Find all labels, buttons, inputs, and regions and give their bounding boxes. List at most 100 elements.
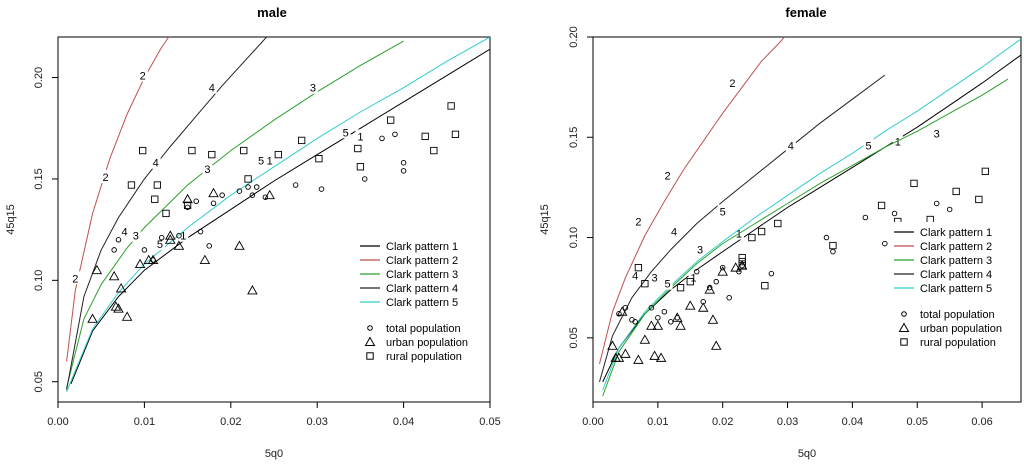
- rural-population-point: [354, 144, 362, 153]
- curve-label-3: 3: [204, 164, 210, 176]
- total-population-point: [830, 248, 836, 255]
- rural-population-point: [748, 233, 756, 242]
- y-tick-label: 0.05: [568, 327, 580, 348]
- total-population-point: [379, 135, 385, 142]
- urban-population-point: [134, 258, 146, 269]
- legend-marker-urban: [364, 336, 376, 346]
- male-chart: male 0.00 0.01 0.02 0.03 0.04 0.05 0.05 0.10 0.15…: [5, 5, 501, 460]
- curve-label-bg: [717, 204, 728, 218]
- x-tick-label: 0.01: [647, 416, 668, 428]
- urban-population-point: [704, 284, 715, 294]
- y-tick-label: 0.05: [33, 371, 45, 392]
- curve-label-5: 5: [157, 239, 163, 251]
- curve-label-2: 2: [72, 273, 78, 285]
- x-axis-label: 5q0: [265, 448, 283, 460]
- series-line-pattern-5: [602, 38, 1021, 391]
- rural-population-point: [641, 280, 649, 288]
- urban-population-point: [655, 352, 667, 362]
- total-population-point: [719, 264, 726, 271]
- legend-label-pattern-3: Clark pattern 3: [920, 255, 992, 267]
- legend-marker-total: [901, 311, 907, 317]
- curve-label-bg: [264, 153, 275, 167]
- total-population-point: [210, 200, 217, 207]
- total-population-point: [891, 210, 898, 217]
- legend-label-triangle: urban population: [920, 323, 1002, 335]
- chart-title: male: [257, 5, 287, 20]
- total-population-point: [713, 278, 719, 285]
- curve-label-5: 5: [258, 156, 264, 168]
- plot-frame: [57, 36, 491, 403]
- y-tick-label: 0.15: [33, 168, 45, 189]
- curve-label-5: 5: [665, 279, 671, 291]
- rural-population-point: [297, 136, 306, 145]
- x-tick-label: 0.01: [134, 416, 155, 428]
- curve-label-5: 5: [720, 206, 726, 218]
- legend: Clark pattern 1 Clark pattern 2 Clark patt…: [356, 236, 484, 384]
- curve-label-bg: [662, 168, 673, 182]
- urban-population-point: [182, 193, 193, 204]
- legend-label-square: rural population: [386, 351, 462, 363]
- y-axis-label: 45q15: [5, 204, 17, 235]
- legend-label-triangle: urban population: [386, 337, 468, 349]
- legend-label-pattern-5: Clark pattern 5: [386, 297, 458, 309]
- y-tick-label: 0.10: [33, 270, 45, 291]
- rural-population-point: [774, 219, 782, 228]
- curve-label-2: 2: [665, 170, 671, 182]
- urban-population-point: [234, 240, 245, 250]
- urban-population-point: [108, 270, 120, 281]
- total-population-point: [400, 168, 407, 174]
- urban-population-point: [646, 320, 657, 330]
- rural-population-point: [952, 187, 960, 196]
- curve-label-bg: [202, 161, 213, 175]
- rural-population-point: [274, 150, 282, 159]
- total-population-point: [882, 240, 888, 247]
- rural-population-point: [421, 132, 429, 141]
- urban-population-point: [147, 254, 159, 265]
- total-population-point: [111, 247, 117, 253]
- total-population-point: [823, 234, 830, 241]
- curve-label-bg: [130, 228, 141, 242]
- total-population-point: [253, 184, 260, 190]
- urban-population-point: [710, 340, 722, 350]
- legend-background: [356, 236, 484, 384]
- total-population-point: [141, 247, 148, 253]
- series-line-pattern-5: [66, 37, 490, 393]
- curve-label-2: 2: [140, 71, 146, 83]
- total-population-point: [206, 243, 212, 249]
- total-population-point: [158, 234, 165, 241]
- total-population-point: [262, 194, 269, 200]
- curve-label-bg: [119, 224, 130, 238]
- urban-population-point: [633, 354, 644, 364]
- y-tick-label: 0.20: [33, 67, 45, 88]
- series-line-pattern-2: [66, 37, 170, 362]
- rural-population-point: [634, 263, 643, 272]
- total-population-point: [768, 270, 775, 277]
- y-axis-label: 45q15: [539, 204, 551, 235]
- curve-label-2: 2: [635, 217, 641, 229]
- curve-label-1: 1: [736, 229, 742, 241]
- rural-population-point: [686, 278, 694, 286]
- total-population-point: [694, 268, 700, 275]
- curve-label-5: 5: [343, 127, 349, 139]
- total-population-point: [946, 206, 953, 213]
- rural-population-point: [975, 195, 983, 204]
- legend-label-square: rural population: [920, 337, 996, 349]
- curve-label-2: 2: [102, 172, 108, 184]
- curve-label-5: 5: [866, 140, 872, 152]
- series-line-pattern-2: [599, 37, 785, 365]
- urban-population-point: [620, 348, 631, 358]
- urban-population-point: [672, 312, 683, 322]
- urban-population-point: [91, 264, 103, 275]
- legend-label-circle: total population: [386, 323, 461, 335]
- rural-population-point: [153, 181, 162, 189]
- rural-population-point: [430, 146, 438, 155]
- rural-population-point: [981, 167, 989, 176]
- curve-label-bg: [662, 276, 673, 290]
- rural-population-point: [208, 150, 216, 159]
- legend-label-pattern-5: Clark pattern 5: [920, 283, 992, 295]
- urban-population-point: [113, 303, 124, 313]
- urban-population-point: [165, 230, 176, 240]
- curve-label-bg: [727, 76, 738, 90]
- series-line-pattern-3: [66, 40, 404, 388]
